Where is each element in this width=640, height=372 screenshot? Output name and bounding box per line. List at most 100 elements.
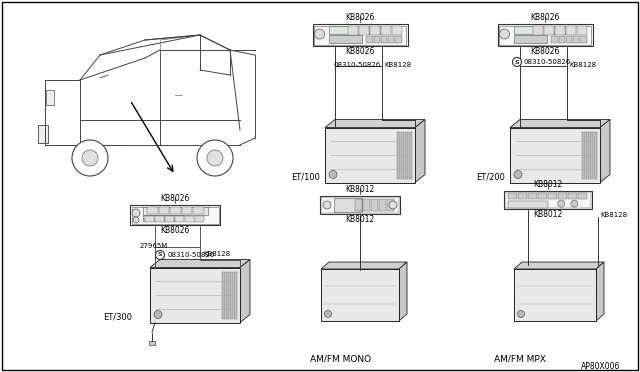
Bar [328,35,362,43]
Bar [222,272,225,318]
Bar [312,24,408,46]
Circle shape [389,201,397,209]
Polygon shape [596,262,604,321]
Bar [348,26,358,35]
Bar [387,199,394,211]
Bar [130,205,220,225]
Bar [566,36,572,43]
Bar [578,193,587,199]
Bar [381,36,387,43]
Bar [510,128,600,183]
Bar [392,26,401,35]
Text: KB8026: KB8026 [160,194,189,203]
Bar [321,197,399,213]
Bar [513,26,547,34]
Bar [175,216,184,222]
Circle shape [314,29,324,39]
Bar [532,26,543,35]
Text: KB8128: KB8128 [203,251,230,257]
Bar [586,131,589,179]
Circle shape [518,311,525,317]
Polygon shape [325,119,425,128]
Bar [497,24,593,46]
Bar [143,215,183,221]
Bar [320,196,400,214]
Text: KB8128: KB8128 [569,62,596,68]
Bar [513,35,547,43]
Bar [149,340,155,344]
Bar [170,207,180,214]
Bar [363,199,370,211]
Bar [147,207,157,214]
Circle shape [72,140,108,176]
Text: KB8026: KB8026 [346,47,374,56]
Bar [328,26,362,34]
Text: AM/FM MPX: AM/FM MPX [494,355,546,364]
Polygon shape [240,260,250,323]
Text: KB8026: KB8026 [531,47,560,56]
Circle shape [323,201,331,209]
Bar [538,193,547,199]
Text: ET/100: ET/100 [291,173,320,182]
Bar [366,36,372,43]
Bar [226,272,228,318]
Polygon shape [399,262,407,321]
Bar [396,36,401,43]
Text: KB8012: KB8012 [346,185,374,194]
Bar [374,36,380,43]
Bar [514,269,596,321]
Bar [568,193,577,199]
Bar [143,207,208,215]
Text: KB8026: KB8026 [160,226,189,235]
Circle shape [499,29,509,39]
Bar [145,216,154,222]
Polygon shape [415,119,425,183]
Circle shape [133,217,139,223]
Bar [504,191,592,209]
Circle shape [329,170,337,179]
Bar [590,131,593,179]
Bar [379,199,386,211]
Bar [155,216,164,222]
Polygon shape [510,119,610,128]
Bar [573,36,579,43]
Bar [552,36,557,43]
Circle shape [571,200,578,207]
Text: KB8128: KB8128 [600,212,627,218]
Text: ET/300: ET/300 [103,313,132,322]
Bar [582,131,584,179]
Bar [566,26,575,35]
Polygon shape [514,262,604,269]
Text: AP80X006: AP80X006 [580,362,620,371]
Text: KB8012: KB8012 [533,180,563,189]
Bar [499,26,591,45]
Text: ET/200: ET/200 [476,173,505,182]
Circle shape [82,150,98,166]
Text: 08310-50826: 08310-50826 [524,59,572,65]
Bar [165,216,174,222]
Bar [159,207,169,214]
Text: KB8012: KB8012 [346,215,374,224]
Bar [518,193,527,199]
Bar [131,206,218,224]
Bar [364,26,381,34]
Bar [580,36,586,43]
Bar [325,128,415,183]
Bar [548,193,557,199]
Text: KB8128: KB8128 [384,62,411,68]
Bar [508,193,517,199]
Bar [195,216,204,222]
Bar [369,26,380,35]
Circle shape [207,150,223,166]
Bar [314,26,406,45]
Circle shape [514,170,522,179]
Text: 08310-50826: 08310-50826 [333,62,380,68]
Circle shape [197,140,233,176]
Text: S: S [515,60,519,64]
Text: 27965M: 27965M [140,243,168,249]
Bar [558,193,567,199]
Bar [397,131,399,179]
Bar [358,26,369,35]
Bar [371,199,378,211]
Bar [548,26,566,34]
